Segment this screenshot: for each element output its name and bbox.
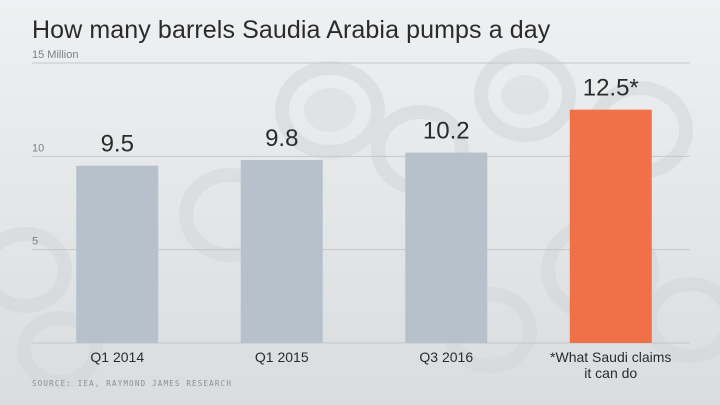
- bar-value-label: 10.2: [423, 118, 470, 145]
- bar-claim: [569, 109, 652, 344]
- x-category-label: Q3 2016: [419, 349, 473, 365]
- y-tick-label: 5: [32, 236, 38, 248]
- chart-title: How many barrels Saudia Arabia pumps a d…: [32, 16, 551, 44]
- source-note: SOURCE: IEA, RAYMOND JAMES RESEARCH: [32, 379, 233, 388]
- bar: [405, 152, 488, 343]
- bar: [240, 160, 323, 343]
- bar: [76, 165, 159, 343]
- x-category-label: *What Saudi claims: [550, 349, 671, 365]
- x-category-label: Q1 2014: [90, 349, 144, 365]
- y-tick-label: 10: [32, 142, 44, 154]
- y-tick-label: 15 Million: [32, 49, 78, 61]
- x-category-label: it can do: [584, 365, 637, 381]
- bar-value-label: 9.8: [265, 125, 298, 152]
- bar-value-label: 9.5: [101, 131, 134, 158]
- bar-value-label: 12.5*: [583, 75, 639, 102]
- x-category-label: Q1 2015: [255, 349, 309, 365]
